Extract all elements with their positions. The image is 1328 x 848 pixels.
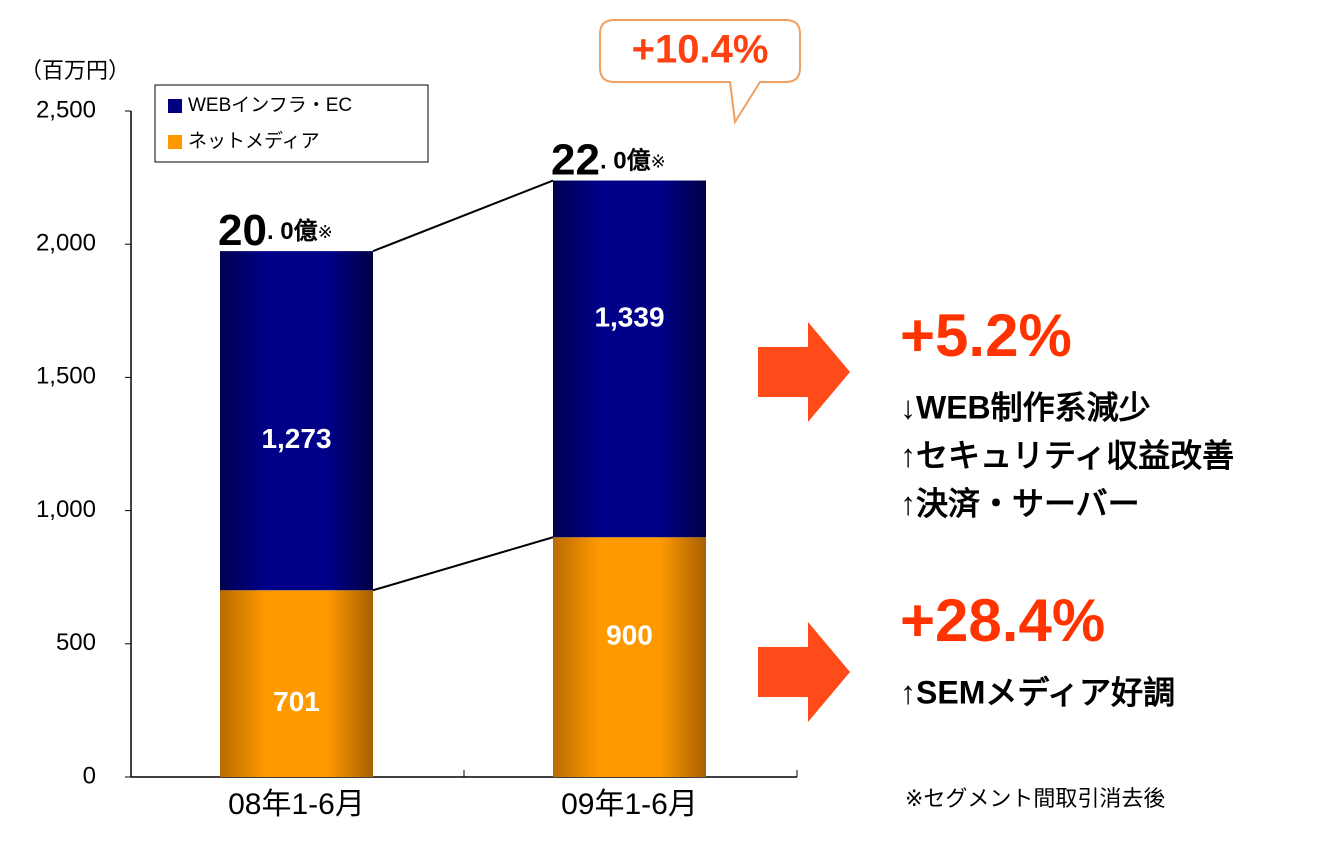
- bar-segment: [553, 180, 706, 538]
- callout-text: +10.4%: [632, 28, 769, 72]
- total-label: 22. 0億※: [551, 135, 666, 184]
- bar-segment: [553, 537, 706, 777]
- total-mark: ※: [318, 222, 333, 242]
- data-label: 1,273: [261, 423, 331, 454]
- legend-label: ネットメディア: [188, 130, 320, 152]
- data-label: 1,339: [594, 301, 664, 332]
- arrow: [758, 322, 850, 422]
- legend-label: WEBインフラ・EC: [188, 95, 352, 116]
- bar-segment: [220, 590, 373, 777]
- total-rest: . 0億: [600, 147, 651, 175]
- y-tick-label: 500: [56, 629, 96, 656]
- legend: [154, 84, 429, 163]
- note-headline: +28.4%: [900, 587, 1105, 654]
- data-label: 900: [606, 620, 653, 651]
- note-line: ↑決済・サーバー: [900, 485, 1140, 521]
- callout-bubble: [599, 19, 801, 125]
- total-main: 22: [551, 135, 600, 184]
- note-line: ↑SEMメディア好調: [900, 674, 1175, 710]
- data-label: 701: [273, 686, 320, 717]
- connector: [372, 179, 554, 253]
- note-line: ↑セキュリティ収益改善: [900, 437, 1234, 473]
- footnote: ※セグメント間取引消去後: [905, 786, 1165, 811]
- note-headline: +5.2%: [900, 302, 1072, 369]
- total-rest: . 0億: [267, 217, 318, 245]
- connector: [372, 536, 554, 592]
- y-tick-label: 1,500: [36, 363, 96, 390]
- y-tick-label: 1,000: [36, 496, 96, 523]
- y-tick-label: 0: [83, 762, 96, 789]
- total-label: 20. 0億※: [218, 206, 333, 255]
- y-tick-label: 2,000: [36, 230, 96, 257]
- legend-swatch: [168, 135, 182, 149]
- unit-label: （百万円）: [20, 58, 130, 83]
- note-line: ↓WEB制作系減少: [900, 389, 1151, 425]
- arrow: [758, 622, 850, 722]
- x-tick-label: 09年1-6月: [561, 788, 698, 821]
- y-tick-label: 2,500: [36, 96, 96, 123]
- x-tick-label: 08年1-6月: [228, 788, 365, 821]
- total-mark: ※: [651, 151, 666, 171]
- legend-swatch: [168, 99, 182, 113]
- total-main: 20: [218, 206, 267, 255]
- bar-segment: [220, 251, 373, 591]
